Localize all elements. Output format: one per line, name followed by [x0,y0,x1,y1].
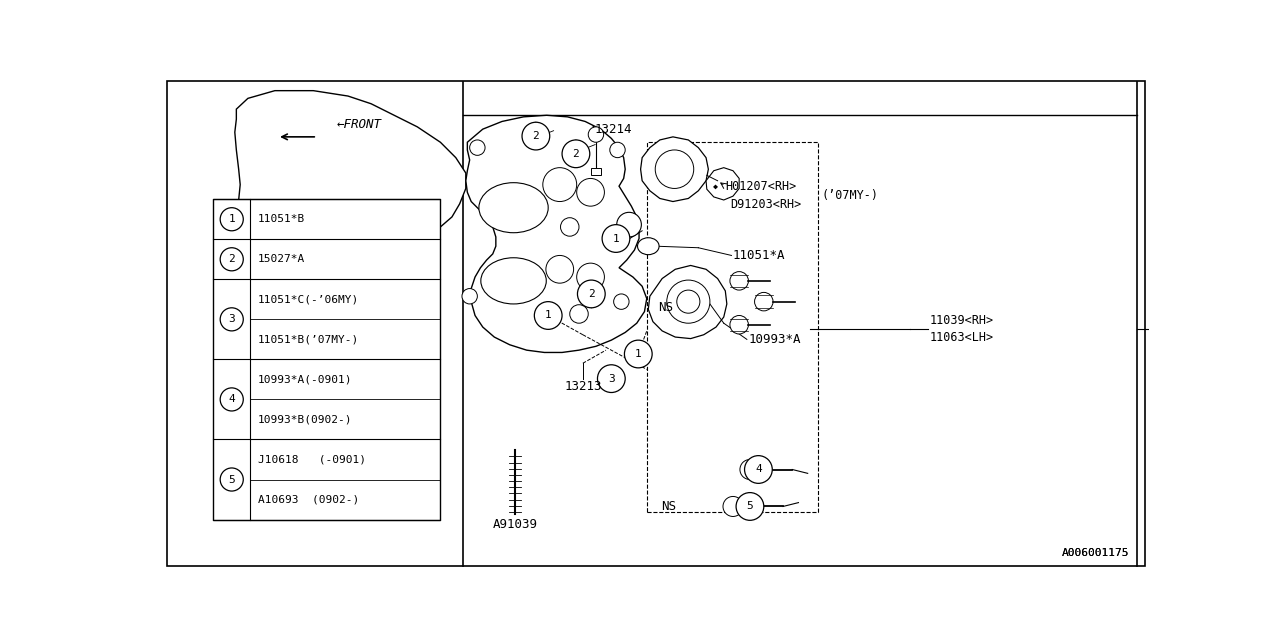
Text: 1: 1 [635,349,641,359]
Circle shape [655,150,694,188]
Text: 13213: 13213 [564,380,602,393]
Circle shape [577,263,604,291]
Circle shape [220,468,243,491]
Circle shape [755,292,773,311]
Circle shape [617,212,641,237]
Text: 15027*A: 15027*A [257,254,305,264]
Circle shape [561,218,579,236]
Text: D91203<RH>: D91203<RH> [730,198,801,211]
Text: 1: 1 [545,310,552,321]
Circle shape [577,179,604,206]
Circle shape [570,305,589,323]
Circle shape [625,340,652,368]
Text: A10693  (0902-): A10693 (0902-) [257,495,360,504]
Text: 2: 2 [572,148,580,159]
Circle shape [602,225,630,252]
Ellipse shape [637,237,659,255]
Ellipse shape [481,258,547,304]
Text: 5: 5 [228,474,236,484]
Text: NS: NS [660,500,676,513]
Circle shape [220,308,243,331]
Text: 10993*A(-0901): 10993*A(-0901) [257,374,352,385]
Text: H01207<RH>: H01207<RH> [726,180,796,193]
Text: 5: 5 [746,502,754,511]
Polygon shape [640,137,708,202]
Circle shape [545,255,573,283]
Text: 2: 2 [532,131,539,141]
Circle shape [534,301,562,330]
Text: A91039: A91039 [493,518,538,531]
Text: 13214: 13214 [594,123,632,136]
Text: 11051*A: 11051*A [733,249,786,262]
Bar [214,199,440,520]
Text: 2: 2 [228,254,236,264]
Circle shape [562,140,590,168]
Text: 11051*C(-’06MY): 11051*C(-’06MY) [257,294,360,305]
Bar [591,168,600,175]
Circle shape [470,140,485,156]
Text: 11051*B(’07MY-): 11051*B(’07MY-) [257,334,360,344]
Circle shape [613,294,628,309]
Polygon shape [234,91,466,388]
Text: 10993*B(0902-): 10993*B(0902-) [257,415,352,424]
Text: A006001175: A006001175 [1062,548,1129,557]
Circle shape [598,365,625,392]
Ellipse shape [479,182,548,233]
Text: A006001175: A006001175 [1062,548,1129,557]
Circle shape [609,142,625,157]
Circle shape [730,271,749,290]
Polygon shape [466,115,646,353]
Text: J10618   (-0901): J10618 (-0901) [257,454,366,465]
Text: 3: 3 [608,374,614,383]
Text: 1: 1 [228,214,236,224]
Circle shape [589,127,604,142]
Ellipse shape [567,146,585,159]
Text: ←FRONT: ←FRONT [337,118,381,131]
Circle shape [740,460,760,479]
Text: ◆: ◆ [713,182,718,191]
Text: 4: 4 [755,465,762,474]
Text: (’07MY-): (’07MY-) [822,189,878,202]
Text: 3: 3 [228,314,236,324]
Circle shape [543,168,577,202]
Text: 11039<RH>: 11039<RH> [929,314,993,326]
Circle shape [745,456,772,483]
Circle shape [522,122,549,150]
Circle shape [677,290,700,313]
Text: 11063<LH>: 11063<LH> [929,330,993,344]
Circle shape [730,316,749,334]
Polygon shape [283,248,293,269]
Circle shape [736,493,764,520]
Circle shape [577,280,605,308]
Circle shape [220,248,243,271]
Text: 2: 2 [588,289,595,299]
Text: 10993*A: 10993*A [749,333,801,346]
Text: 1: 1 [613,234,620,243]
Polygon shape [648,266,727,339]
Circle shape [220,388,243,411]
Circle shape [220,208,243,231]
Polygon shape [707,168,739,200]
Circle shape [462,289,477,304]
Text: 11051*B: 11051*B [257,214,305,224]
Text: NS: NS [658,301,673,314]
Circle shape [667,280,710,323]
Text: 4: 4 [228,394,236,404]
Ellipse shape [526,132,543,145]
Circle shape [723,497,742,516]
